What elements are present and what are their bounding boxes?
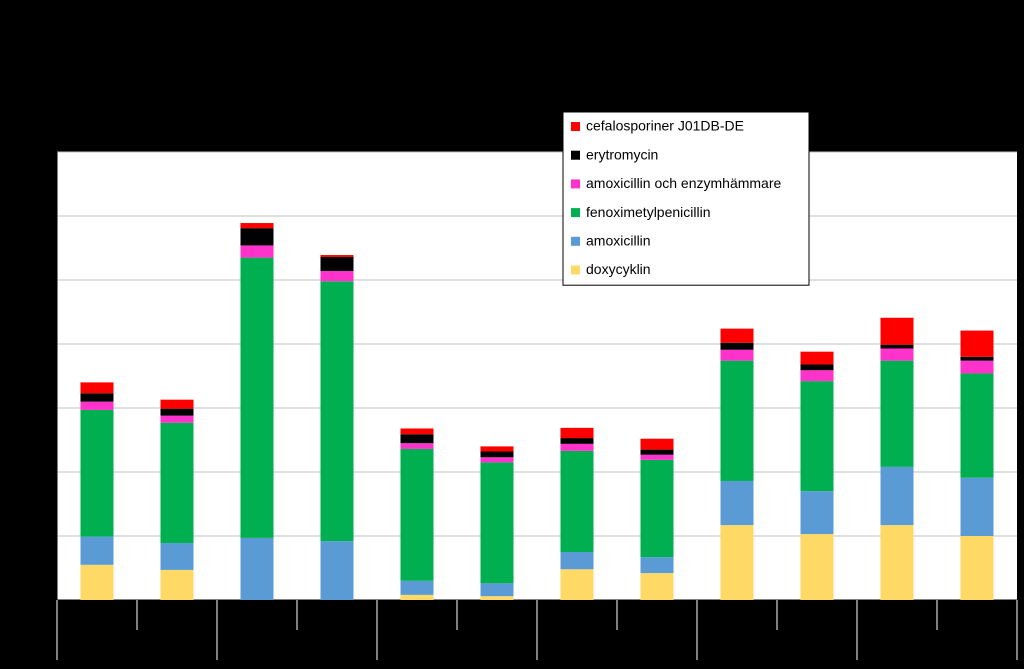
bar-segment [560,450,594,552]
bar-segment [800,534,834,600]
bar-segment [640,557,674,574]
bar-segment [640,438,674,450]
bar-segment [960,330,994,357]
bar-segment [240,537,274,600]
bar-segment [640,459,674,558]
y-tick-label: 3 [41,399,49,415]
bar-segment [80,393,114,402]
bar-segment [80,564,114,600]
y-tick-label: 0 [41,591,49,607]
bar-segment [720,480,754,526]
legend-box [562,111,810,286]
bar-segment [800,370,834,382]
bar-segment [560,569,594,600]
bar-segment [240,228,274,246]
bar-segment [160,408,194,416]
bar-segment [880,348,914,361]
bar-segment [480,596,514,600]
bar-segment [480,451,514,458]
legend-label: erytromycin [586,146,658,162]
bar-segment [640,449,674,455]
bar-segment [480,446,514,452]
bar-segment [320,255,354,257]
legend-label: cefalosporiner J01DB-DE [586,118,744,134]
bar-segment [800,364,834,371]
legend-label: doxycyklin [586,261,651,277]
bar-segment [400,443,434,449]
bar-segment [960,356,994,361]
bar-segment [160,422,194,544]
bar-segment [240,245,274,258]
legend-swatch [571,236,580,246]
bar-segment [640,573,674,600]
legend-swatch [571,122,580,131]
bar-segment [320,256,354,272]
bar-segment [880,344,914,349]
bar-segment [720,360,754,481]
bar-segment [400,448,434,581]
bar-segment [160,415,194,423]
bar-segment [400,428,434,435]
bar-segment [160,399,194,409]
bar-segment [640,454,674,460]
bar-segment [880,525,914,600]
bar-segment [80,401,114,410]
bar-segment [80,382,114,394]
bar-segment [720,342,754,350]
bar-segment [800,351,834,365]
bar-segment [800,491,834,535]
bar-segment [480,583,514,597]
bar-segment [240,223,274,229]
bar-segment [80,536,114,565]
bar-segment [880,360,914,467]
bar-segment [160,569,194,600]
bar-segment [960,373,994,478]
bar-segment [960,536,994,600]
y-tick-label: 2 [41,463,49,479]
bar-segment [800,381,834,492]
bar-segment [720,328,754,343]
bar-segment [880,317,914,345]
bar-segment [480,457,514,463]
legend-swatch [571,208,580,218]
bar-segment [720,525,754,600]
legend-swatch [571,179,580,189]
bar-segment [480,462,514,584]
legend-label: fenoximetylpenicillin [586,204,711,220]
bar-segment [560,443,594,451]
y-tick-label: 4 [41,335,49,351]
bar-segment [320,541,354,600]
bar-segment [400,580,434,595]
legend-label: amoxicillin och enzymhämmare [586,175,782,191]
bar-segment [880,466,914,526]
bar-segment [960,477,994,536]
bar-segment [400,434,434,444]
bar-segment [560,552,594,570]
y-tick-label: 6 [41,207,49,223]
bar-segment [240,257,274,538]
y-tick-label: 1 [41,527,49,543]
bar-segment [320,281,354,542]
legend-label: amoxicillin [586,233,651,249]
bar-segment [160,543,194,570]
legend-swatch [571,150,580,160]
bar-segment [560,427,594,439]
y-tick-label: 7 [41,143,49,159]
bar-segment [320,271,354,282]
bar-segment [720,349,754,361]
bar-segment [560,438,594,444]
bar-segment [400,594,434,600]
legend-swatch [571,265,580,275]
bar-segment [80,409,114,537]
bar-segment [960,360,994,374]
plot-area [57,152,1017,600]
y-tick-label: 5 [41,271,49,287]
